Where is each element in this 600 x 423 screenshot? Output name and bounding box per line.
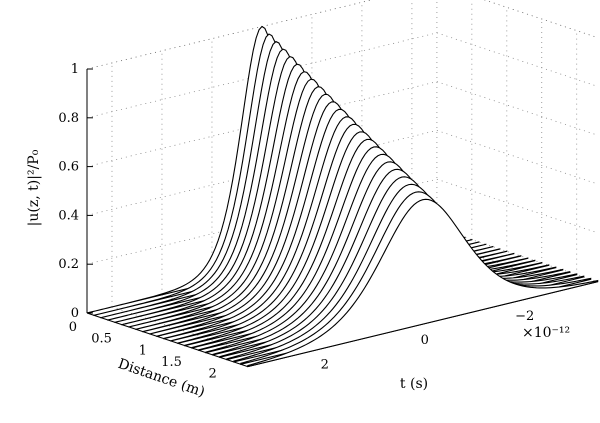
y-tick-label: 0 bbox=[421, 333, 429, 348]
z-tick-label: 0.6 bbox=[58, 160, 79, 175]
x-tick-label: 1 bbox=[139, 343, 147, 358]
z-tick-label: 0.2 bbox=[58, 257, 79, 272]
z-tick-label: 0 bbox=[71, 306, 79, 321]
z-tick-label: 1 bbox=[71, 62, 79, 77]
x-axis-line bbox=[86, 312, 248, 368]
grid-line-power bbox=[483, 0, 598, 38]
x-tick-label: 0.5 bbox=[91, 332, 112, 347]
grid-top-frame bbox=[86, 0, 598, 70]
z-axis-label: |u(z, t)|²/P₀ bbox=[26, 149, 42, 226]
pulse-traces bbox=[86, 25, 599, 368]
t-exponent-label: ×10⁻¹² bbox=[522, 325, 570, 341]
z-tick-label: 0.4 bbox=[58, 208, 79, 223]
grid-line-power bbox=[436, 81, 598, 136]
y-axis-label: t (s) bbox=[400, 376, 428, 392]
x-tick-label: 2 bbox=[209, 367, 217, 382]
y-tick-label: 2 bbox=[321, 357, 329, 372]
grid-line-power bbox=[436, 178, 598, 234]
pulse-trace bbox=[247, 198, 599, 368]
y-tick-label: −2 bbox=[515, 309, 534, 324]
grid-line-power bbox=[436, 130, 598, 185]
x-tick-label: 0 bbox=[69, 320, 77, 335]
x-tick-label: 1.5 bbox=[161, 355, 182, 370]
z-tick-label: 0.8 bbox=[58, 111, 79, 126]
grid-line-power bbox=[436, 32, 598, 87]
tick-labels: 0 0.2 0.4 0.6 0.8 1 0 0.5 1 1.5 2 2 0 −2 bbox=[58, 62, 534, 382]
